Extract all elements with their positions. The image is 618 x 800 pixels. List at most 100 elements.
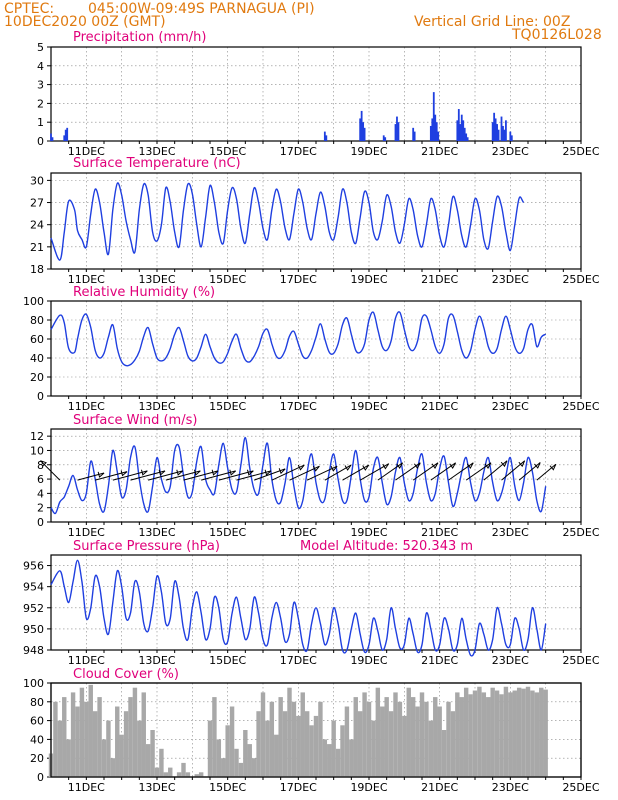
precip-bar [384, 137, 387, 141]
header-location: 045:00W-09:49S PARNAGUA (PI) [88, 1, 315, 17]
cloud-bar [521, 688, 526, 777]
pressure-xtick-label: 21DEC [421, 654, 458, 667]
cloud-bar [221, 758, 226, 777]
precip-bar [457, 109, 460, 141]
precip-bar [463, 127, 466, 141]
wind-arrow-head [229, 469, 237, 476]
precip-ytick-label: 5 [37, 41, 44, 54]
cloud-bar [393, 692, 398, 777]
precip-xtick-label: 17DEC [280, 145, 317, 158]
wind-arrow-shaft [40, 460, 61, 481]
cloud-bar [388, 711, 394, 777]
cloud-xtick-label: 15DEC [209, 781, 246, 794]
cloud-bar [247, 744, 252, 777]
cloud-bar [132, 687, 138, 777]
pressure-xtick-label: 19DEC [350, 654, 387, 667]
cloud-xtick-label: 17DEC [280, 781, 317, 794]
precip-bar [360, 110, 363, 141]
precip-bar [432, 92, 435, 141]
precip-bar [496, 124, 498, 141]
cloud-ytick-label: 100 [23, 677, 44, 690]
cloud-xtick-label: 13DEC [138, 781, 175, 794]
cloud-bar [274, 734, 279, 777]
cloud-ytick-label: 80 [30, 696, 44, 709]
precip-title: Precipitation (mm/h) [73, 30, 206, 45]
cloud-title: Cloud Cover (%) [73, 667, 179, 682]
precip-panel [47, 46, 582, 144]
temp-xtick-label: 25DEC [562, 273, 599, 286]
precip-bar [462, 120, 465, 141]
rh-xtick-label: 21DEC [421, 400, 458, 413]
temp-ytick-label: 30 [30, 174, 44, 187]
cloud-bar [530, 690, 535, 777]
cloud-bar [424, 701, 429, 777]
temp-frame [50, 172, 582, 270]
cloud-bar [75, 706, 80, 777]
temp-xtick-label: 11DEC [68, 273, 105, 286]
pressure-series-line [50, 559, 547, 657]
temp-xtick-label: 15DEC [209, 273, 246, 286]
pressure-xtick-label: 11DEC [68, 654, 105, 667]
temp-xtick-label: 19DEC [350, 273, 387, 286]
precip-bar [413, 131, 416, 141]
wind-ytick-label: 2 [37, 502, 44, 515]
rh-series-line [50, 311, 547, 367]
precip-bar [497, 129, 500, 141]
cloud-bar [428, 720, 434, 777]
temp-ytick-label: 24 [30, 219, 44, 232]
cloud-bar [123, 711, 129, 777]
cloud-bar [57, 720, 63, 777]
cloud-bar [238, 762, 244, 777]
cloud-bar [371, 720, 376, 777]
cloud-ytick-label: 40 [30, 733, 44, 746]
cloud-bar [181, 762, 186, 777]
cloud-bar [176, 772, 182, 777]
precip-bar [325, 135, 328, 141]
wind-arrow-head [344, 464, 352, 471]
cloud-bar [459, 697, 464, 777]
cloud-xtick-label: 23DEC [492, 781, 529, 794]
cloud-bar [137, 720, 142, 777]
cloud-bar [145, 744, 151, 777]
precip-bar [382, 135, 385, 141]
wind-arrow-head [97, 471, 105, 478]
precip-xtick-label: 13DEC [138, 145, 175, 158]
wind-arrow-head [264, 469, 272, 476]
cloud-bar [477, 686, 482, 777]
wind-xtick-label: 23DEC [492, 526, 529, 539]
wind-arrow-head [382, 463, 390, 470]
wind-arrow-head [396, 462, 404, 469]
cloud-bar [380, 706, 385, 777]
temp-xtick-label: 13DEC [138, 273, 175, 286]
header-grid-note: Vertical Grid Line: 00Z [414, 14, 571, 30]
temp-panel [47, 172, 582, 272]
cloud-bar [375, 687, 381, 777]
cloud-frame-overlay [50, 682, 582, 778]
cloud-bar [185, 772, 191, 777]
cloud-bar [150, 730, 155, 777]
cloud-bar [106, 720, 111, 777]
wind-arrow-shaft [271, 464, 305, 481]
rh-xtick-label: 13DEC [138, 400, 175, 413]
cloud-bar [433, 697, 438, 777]
precip-xtick-label: 19DEC [350, 145, 387, 158]
wind-ytick-label: 4 [37, 487, 44, 500]
precip-bar [437, 131, 440, 141]
cloud-xtick-label: 21DEC [421, 781, 458, 794]
wind-arrow-head [312, 465, 320, 472]
precip-bar [459, 124, 462, 141]
precip-ytick-label: 1 [37, 116, 44, 129]
wind-arrow-head [549, 464, 557, 471]
pressure-frame [50, 554, 582, 651]
temp-title: Surface Temperature (nC) [73, 156, 241, 171]
temp-xtick-label: 21DEC [421, 273, 458, 286]
precip-bar [412, 127, 415, 141]
header-code: TQ0126L028 [512, 27, 602, 43]
cloud-bar [66, 739, 71, 777]
cloud-bar [357, 711, 363, 777]
cloud-bar [251, 758, 257, 777]
cloud-bar [450, 711, 456, 777]
wind-xtick-label: 17DEC [280, 526, 317, 539]
cloud-bar [115, 706, 120, 777]
cloud-bar [304, 711, 310, 777]
